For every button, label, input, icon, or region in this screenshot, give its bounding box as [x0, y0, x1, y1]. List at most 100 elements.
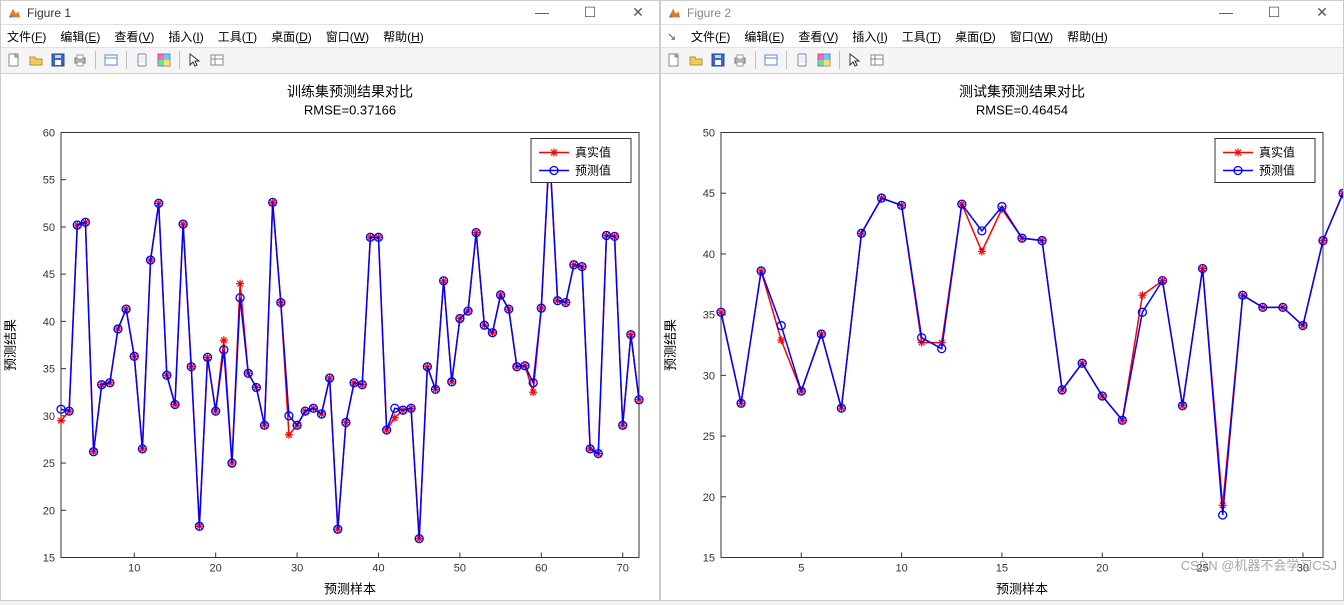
new-icon[interactable]: [665, 51, 683, 69]
table-icon[interactable]: [208, 51, 226, 69]
open-icon[interactable]: [27, 51, 45, 69]
svg-text:预测值: 预测值: [1259, 163, 1295, 178]
svg-text:预测结果: 预测结果: [3, 319, 18, 371]
menu-item-5[interactable]: 桌面(D): [955, 28, 996, 45]
window-controls: — ☐ ✕: [527, 4, 653, 21]
svg-text:55: 55: [43, 175, 55, 187]
menu-item-7[interactable]: 帮助(H): [383, 28, 424, 45]
menu-item-4[interactable]: 工具(T): [218, 28, 257, 45]
svg-text:测试集预测结果对比: 测试集预测结果对比: [959, 84, 1085, 100]
svg-text:15: 15: [996, 563, 1008, 575]
pointer-icon[interactable]: [846, 51, 864, 69]
palette-icon[interactable]: [155, 51, 173, 69]
svg-text:20: 20: [210, 563, 222, 575]
device-icon[interactable]: [133, 51, 151, 69]
palette-icon[interactable]: [815, 51, 833, 69]
svg-text:10: 10: [128, 563, 140, 575]
figure-2-title: Figure 2: [687, 6, 731, 20]
svg-text:40: 40: [43, 316, 55, 328]
matlab-icon: [667, 6, 681, 20]
svg-text:45: 45: [43, 269, 55, 281]
svg-text:35: 35: [703, 310, 715, 322]
svg-text:50: 50: [703, 128, 715, 140]
svg-text:40: 40: [703, 249, 715, 261]
svg-text:预测值: 预测值: [575, 163, 611, 178]
layout-icon[interactable]: [762, 51, 780, 69]
svg-text:60: 60: [535, 563, 547, 575]
new-icon[interactable]: [5, 51, 23, 69]
svg-text:70: 70: [617, 563, 629, 575]
svg-text:15: 15: [43, 553, 55, 565]
svg-text:40: 40: [372, 563, 384, 575]
menubar-2: ↘ 文件(F) 编辑(E) 查看(V) 插入(I) 工具(T) 桌面(D) 窗口(W) 帮助(H…: [661, 25, 1343, 47]
plot-area-2: 5 10 15 20 25 30 15 20 25 30 35 40 45 50 测试集预测结果对比 RMSE…: [661, 74, 1343, 600]
window-controls: — ☐ ✕: [1211, 4, 1337, 21]
svg-text:RMSE=0.46454: RMSE=0.46454: [976, 103, 1068, 118]
save-icon[interactable]: [49, 51, 67, 69]
svg-text:25: 25: [1196, 563, 1208, 575]
open-icon[interactable]: [687, 51, 705, 69]
svg-text:30: 30: [43, 411, 55, 423]
svg-text:5: 5: [798, 563, 804, 575]
print-icon[interactable]: [71, 51, 89, 69]
table-icon[interactable]: [868, 51, 886, 69]
close-button[interactable]: ✕: [1307, 4, 1337, 21]
menu-item-1[interactable]: 编辑(E): [744, 28, 784, 45]
svg-text:20: 20: [703, 492, 715, 504]
maximize-button[interactable]: ☐: [1259, 4, 1289, 21]
menu-item-3[interactable]: 插入(I): [168, 28, 203, 45]
pointer-icon[interactable]: [186, 51, 204, 69]
figure-1-window: Figure 1 — ☐ ✕ 文件(F) 编辑(E) 查看(V) 插入(I) 工具(T)…: [0, 0, 660, 601]
svg-text:15: 15: [703, 553, 715, 565]
svg-text:20: 20: [1096, 563, 1108, 575]
minimize-button[interactable]: —: [527, 4, 557, 21]
figure-1-title: Figure 1: [27, 6, 71, 20]
menu-item-4[interactable]: 工具(T): [902, 28, 941, 45]
svg-text:真实值: 真实值: [575, 145, 611, 160]
menu-item-3[interactable]: 插入(I): [852, 28, 887, 45]
svg-text:50: 50: [43, 222, 55, 234]
device-icon[interactable]: [793, 51, 811, 69]
svg-text:60: 60: [43, 128, 55, 140]
menu-item-0[interactable]: 文件(F): [691, 28, 730, 45]
figure-2-titlebar[interactable]: Figure 2 — ☐ ✕: [661, 1, 1343, 25]
svg-text:10: 10: [895, 563, 907, 575]
toolbar-2: [661, 48, 1343, 74]
print-icon[interactable]: [731, 51, 749, 69]
svg-text:50: 50: [454, 563, 466, 575]
menu-item-6[interactable]: 窗口(W): [326, 28, 369, 45]
menu-item-0[interactable]: 文件(F): [7, 28, 46, 45]
svg-text:35: 35: [43, 364, 55, 376]
menu-item-2[interactable]: 查看(V): [114, 28, 154, 45]
toolbar-1: [1, 48, 659, 74]
svg-text:真实值: 真实值: [1259, 145, 1295, 160]
figure-1-titlebar[interactable]: Figure 1 — ☐ ✕: [1, 1, 659, 25]
save-icon[interactable]: [709, 51, 727, 69]
menu-item-5[interactable]: 桌面(D): [271, 28, 312, 45]
svg-text:RMSE=0.37166: RMSE=0.37166: [304, 103, 396, 118]
dock-arrow-icon[interactable]: ↘: [667, 30, 677, 43]
svg-text:预测结果: 预测结果: [663, 319, 678, 371]
menubar-1: 文件(F) 编辑(E) 查看(V) 插入(I) 工具(T) 桌面(D) 窗口(W) 帮助(H): [1, 25, 659, 47]
svg-text:训练集预测结果对比: 训练集预测结果对比: [287, 84, 413, 100]
svg-text:30: 30: [703, 370, 715, 382]
close-button[interactable]: ✕: [623, 4, 653, 21]
plot-area-1: 10 20 30 40 50 60 70 15 20 25 30 35 40 45 50 55 60 训练集预测结…: [1, 74, 659, 600]
menu-item-2[interactable]: 查看(V): [798, 28, 838, 45]
menu-item-1[interactable]: 编辑(E): [60, 28, 100, 45]
svg-text:30: 30: [1297, 563, 1309, 575]
maximize-button[interactable]: ☐: [575, 4, 605, 21]
minimize-button[interactable]: —: [1211, 4, 1241, 21]
svg-text:预测样本: 预测样本: [996, 582, 1048, 597]
svg-text:预测样本: 预测样本: [324, 582, 376, 597]
menu-item-6[interactable]: 窗口(W): [1010, 28, 1053, 45]
layout-icon[interactable]: [102, 51, 120, 69]
svg-text:30: 30: [291, 563, 303, 575]
svg-text:25: 25: [703, 431, 715, 443]
figure-2-window: Figure 2 — ☐ ✕ ↘ 文件(F) 编辑(E) 查看(V) 插入(I) 工具(T…: [660, 0, 1344, 601]
svg-text:45: 45: [703, 188, 715, 200]
svg-text:20: 20: [43, 505, 55, 517]
matlab-icon: [7, 6, 21, 20]
menu-item-7[interactable]: 帮助(H): [1067, 28, 1108, 45]
svg-text:25: 25: [43, 458, 55, 470]
